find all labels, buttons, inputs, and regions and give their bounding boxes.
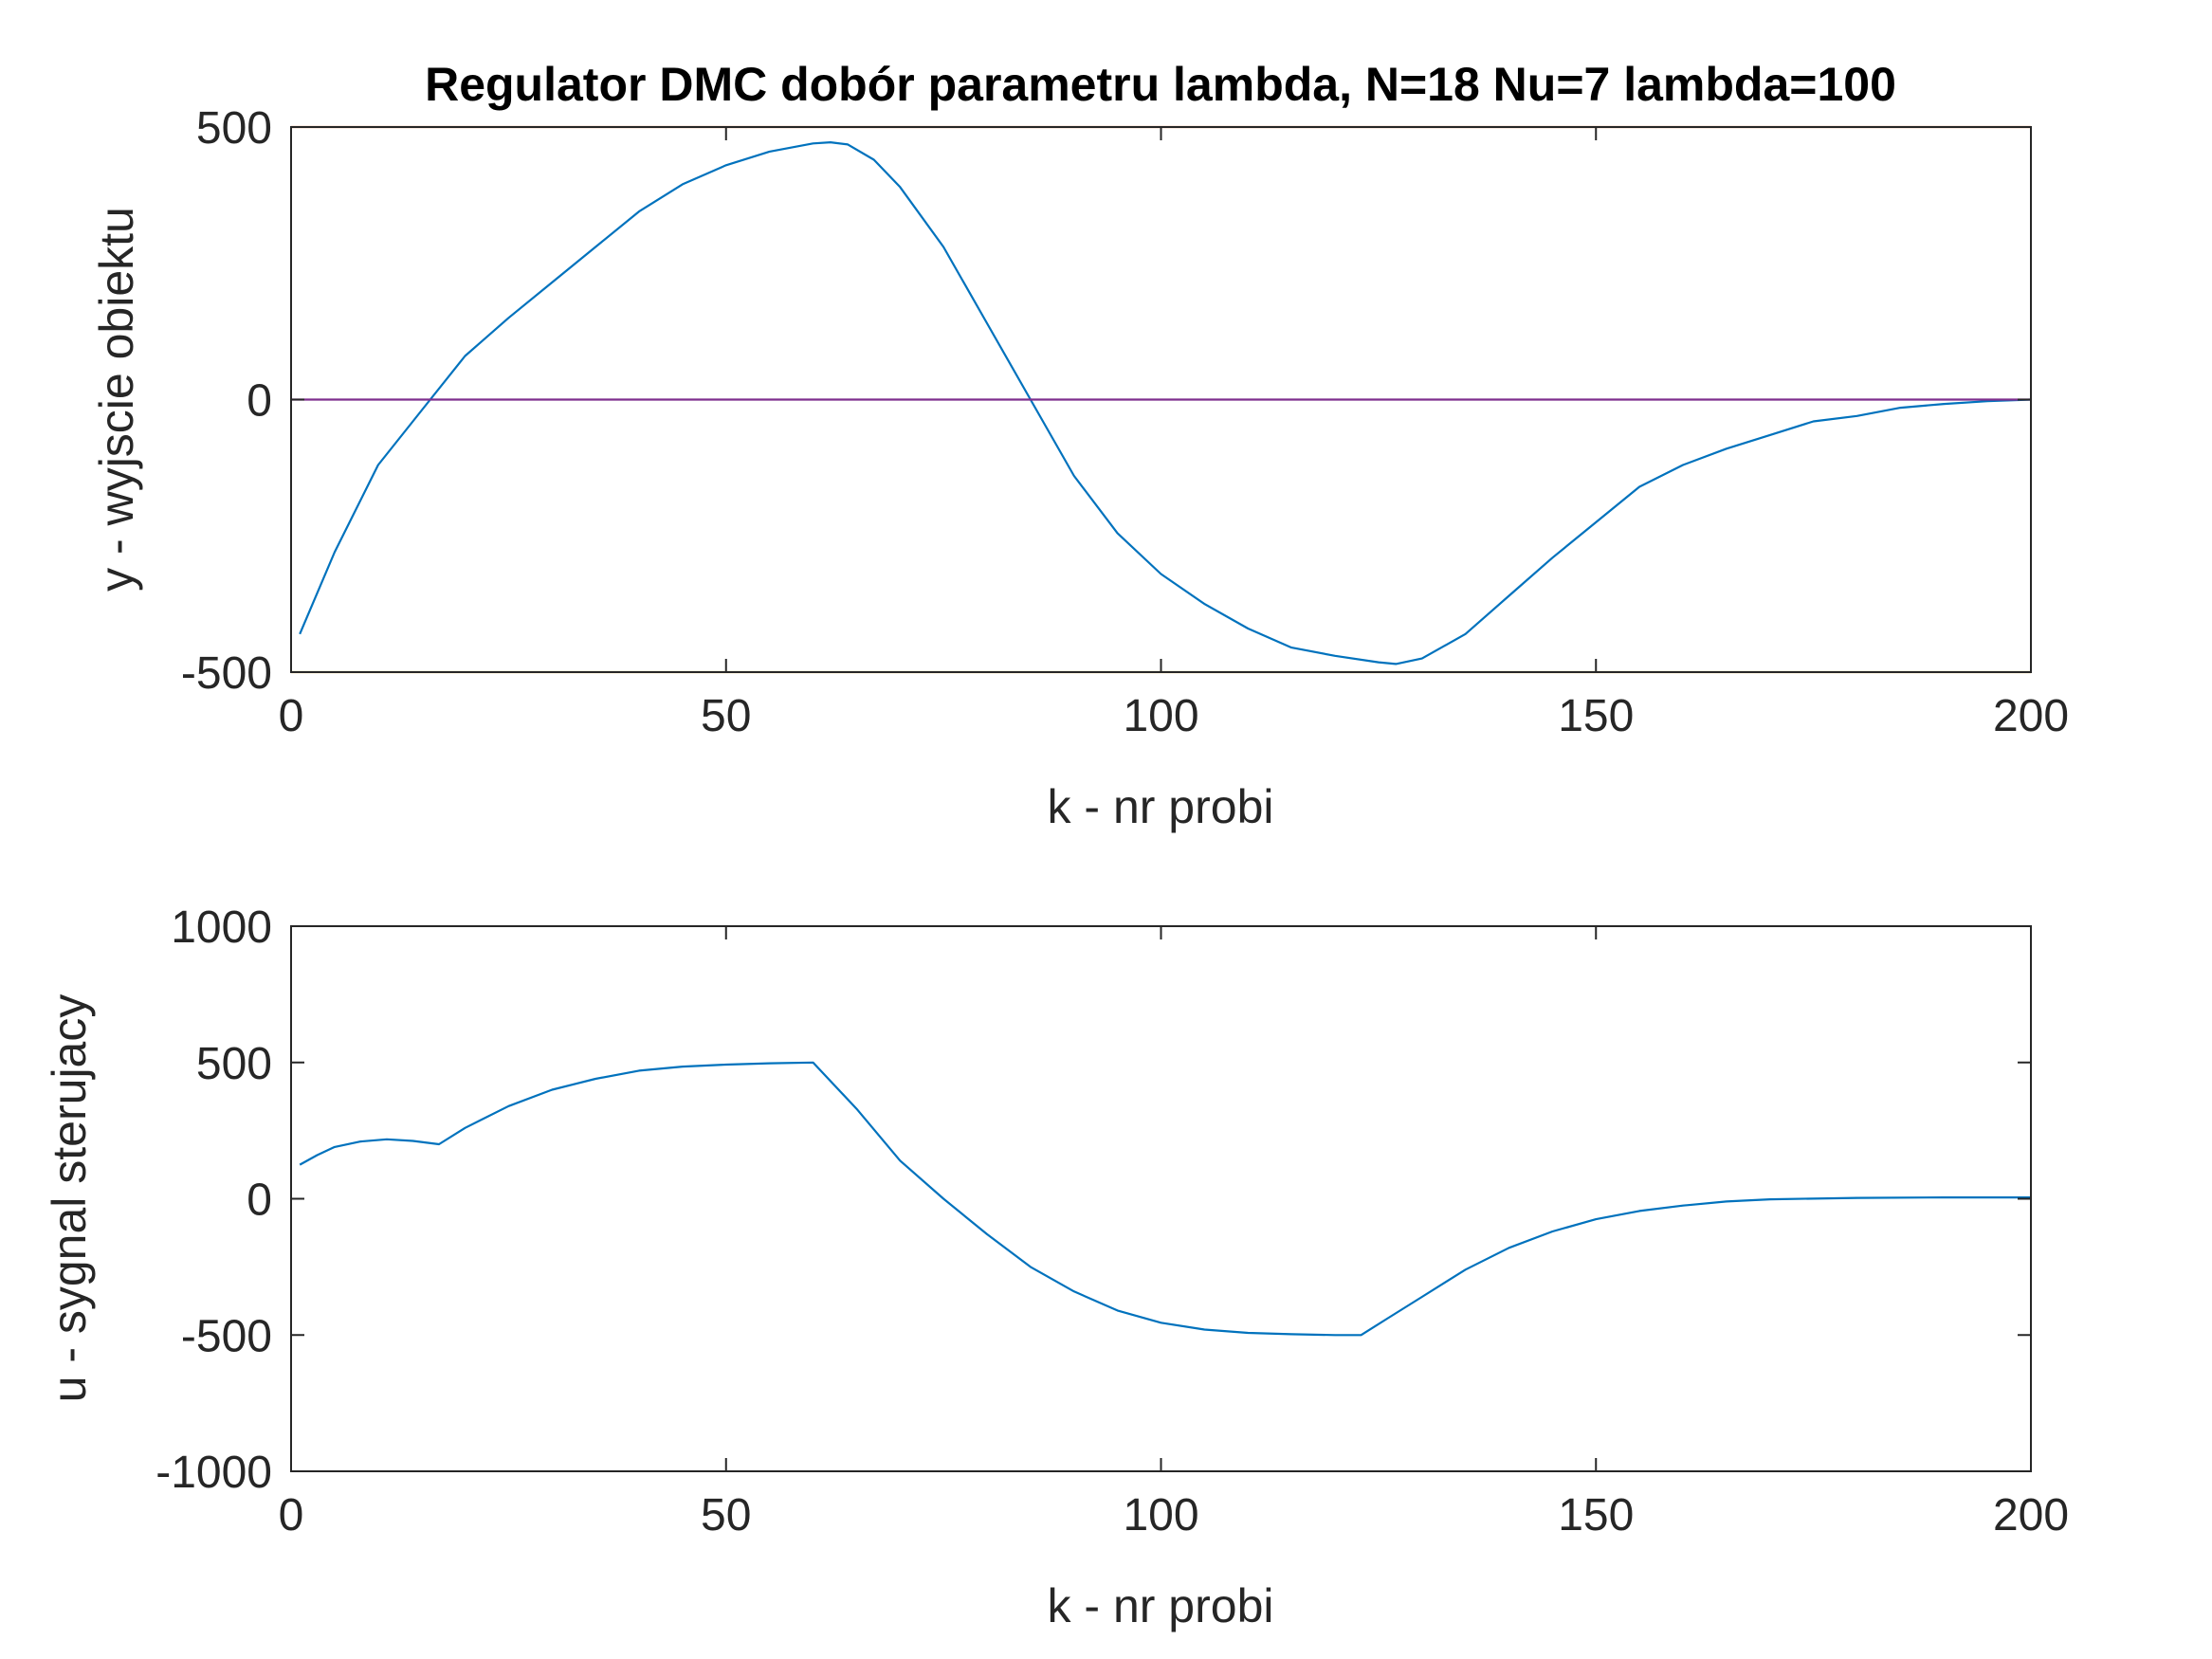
bottom-axis-ticks: 0 50 100 150 200 -1000 -500 0 500 1000 [155,902,2069,1540]
bottom-x-tick-label: 150 [1558,1490,1634,1540]
bottom-x-tick-label: 200 [1993,1490,2069,1540]
bottom-series-line-1 [299,1061,2031,1337]
top-x-tick-label: 50 [701,691,751,741]
bottom-axes-box [290,925,2032,1472]
top-y-tick-label: 500 [196,103,272,154]
top-x-tick-label: 150 [1558,691,1634,741]
bottom-y-tick-label: 500 [196,1039,272,1089]
bottom-x-axis-label: k - nr probi [1048,1579,1274,1632]
top-x-tick-label: 0 [279,691,304,741]
top-plot-area [291,125,2032,674]
bottom-y-tick-label: 0 [247,1176,272,1226]
top-series-line-1 [299,141,2032,665]
bottom-y-tick-label: 1000 [171,902,272,953]
bottom-x-tick-label: 100 [1123,1490,1198,1540]
top-y-tick-label: -500 [181,648,272,699]
top-x-axis-label: k - nr probi [1048,780,1274,833]
top-subplot: Regulator DMC dobór parametru lambda, N=… [90,58,2069,833]
bottom-y-tick-label: -1000 [155,1448,272,1498]
top-x-tick-label: 100 [1123,691,1198,741]
bottom-subplot: 0 50 100 150 200 -1000 -500 0 500 1000 k - nr pro… [43,902,2069,1632]
chart-title: Regulator DMC dobór parametru lambda, N=… [425,58,1896,111]
top-x-tick-label: 200 [1993,691,2069,741]
top-y-axis-label: y - wyjscie obiektu [90,207,143,592]
bottom-plot-area [299,1061,2031,1337]
bottom-x-tick-label: 50 [701,1490,751,1540]
bottom-x-tick-label: 0 [279,1490,304,1540]
top-y-tick-label: 0 [247,376,272,427]
bottom-y-tick-label: -500 [181,1311,272,1361]
top-axes-box [290,126,2032,673]
bottom-y-axis-label: u - sygnal sterujacy [43,994,96,1403]
